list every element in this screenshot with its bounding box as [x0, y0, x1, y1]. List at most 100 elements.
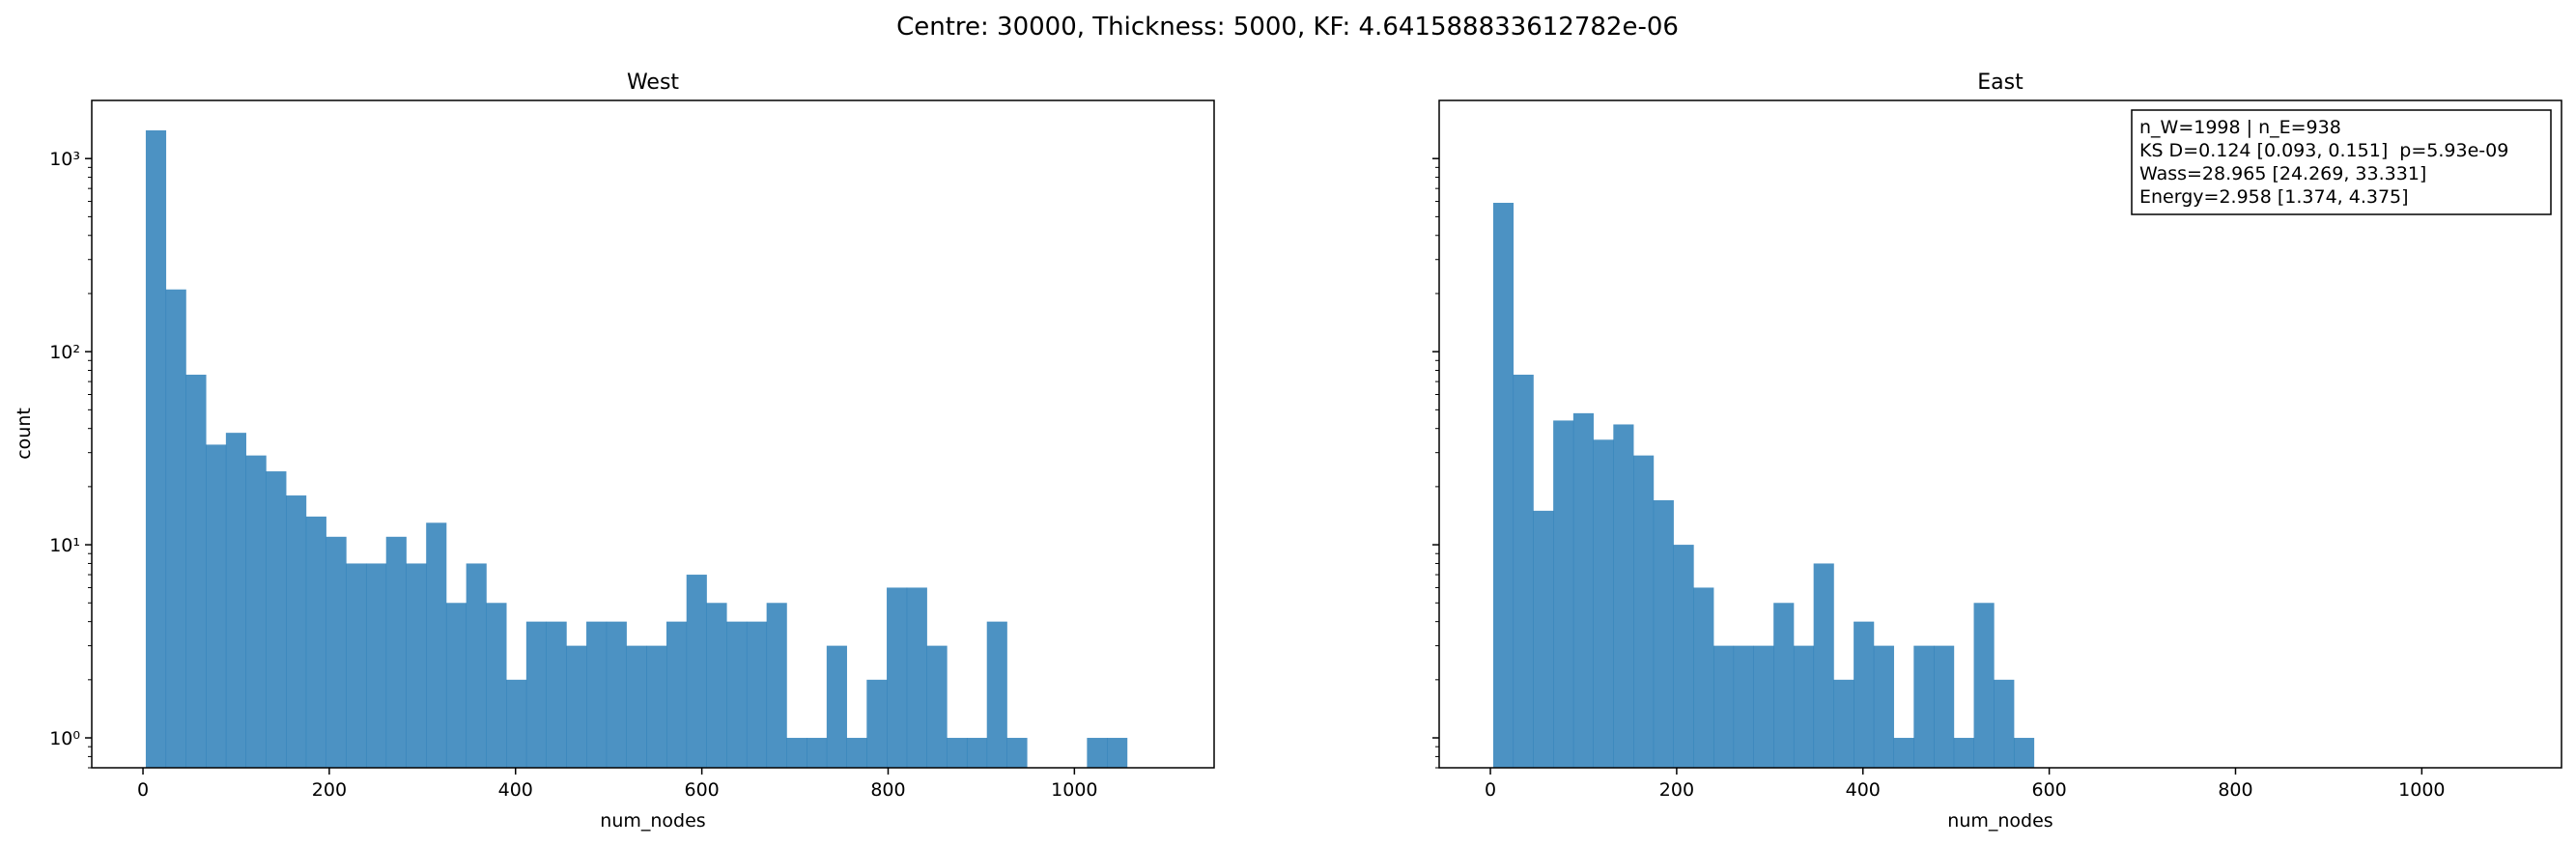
x-tick-label: 800 [2218, 779, 2252, 801]
histogram-bar [1793, 645, 1815, 768]
stats-line: Energy=2.958 [1.374, 4.375] [2139, 186, 2409, 208]
histogram-bar [1994, 679, 2015, 768]
histogram-bar [1006, 738, 1028, 768]
histogram-bar [346, 563, 367, 768]
panel-title: West [627, 70, 679, 95]
histogram-bar [1492, 203, 1514, 768]
stats-line: KS D=0.124 [0.093, 0.151] p=5.93e-09 [2139, 140, 2508, 161]
histogram-bar [1733, 645, 1754, 768]
histogram-bar [266, 471, 287, 768]
histogram-bar [846, 738, 867, 768]
histogram-bar [1653, 500, 1674, 768]
histogram-bar [1107, 738, 1128, 768]
histogram-bar [1953, 738, 1974, 768]
histogram-bar [986, 621, 1007, 768]
histogram-bar [1633, 455, 1655, 768]
y-ticks [1432, 157, 1439, 769]
histogram-bar [887, 587, 908, 768]
histogram-bar [506, 679, 527, 768]
histogram-bar [1934, 645, 1955, 768]
histogram-bar [1533, 510, 1554, 768]
panel-title: East [1977, 70, 2024, 95]
histogram-bar [445, 603, 467, 768]
x-ticks: 0 200 400 600 800 1000 [137, 768, 1098, 801]
histogram-bar [807, 738, 828, 768]
panel-west: West 0 200 400 600 800 1000 10⁰ 10¹ 10² 10³ num_… [14, 70, 1215, 832]
histogram-bar [546, 621, 567, 768]
histogram-bar [1873, 645, 1894, 768]
histogram-bar [947, 738, 968, 768]
histogram-bar [826, 645, 847, 768]
histogram-bar [786, 738, 807, 768]
histogram-bar [1593, 439, 1614, 768]
x-tick-label: 200 [312, 779, 347, 801]
histogram-bar [586, 621, 608, 768]
histogram-bar [326, 536, 347, 768]
histogram-bar [766, 603, 787, 768]
histogram-bar [1813, 563, 1834, 768]
histogram-bar [525, 621, 547, 768]
panel-east: East 0 200 400 600 800 1000 num_nodes n_W=199… [1432, 70, 2562, 832]
histogram-bar [225, 433, 246, 768]
y-tick-label: 10² [49, 342, 80, 363]
x-tick-label: 600 [684, 779, 719, 801]
stats-line: n_W=1998 | n_E=938 [2139, 117, 2341, 138]
x-tick-label: 800 [870, 779, 905, 801]
histogram-bar [926, 645, 948, 768]
histogram-bar [1553, 420, 1574, 768]
x-tick-label: 0 [137, 779, 149, 801]
histogram-bar [2013, 738, 2035, 768]
x-tick-label: 200 [1659, 779, 1694, 801]
y-tick-label: 10¹ [49, 535, 80, 556]
histogram-bar [206, 444, 227, 768]
histogram-bar [185, 374, 207, 768]
histogram-bar [906, 587, 927, 768]
histogram-bar [1753, 645, 1774, 768]
y-axis-label: count [14, 408, 35, 460]
histogram-bar [566, 645, 587, 768]
x-tick-label: 1000 [1051, 779, 1097, 801]
histogram-bar [726, 621, 748, 768]
histogram-bar [706, 603, 727, 768]
y-tick-label: 10⁰ [49, 728, 80, 749]
histogram-bar [466, 563, 487, 768]
histogram-bar [866, 679, 888, 768]
histogram-bar [746, 621, 768, 768]
y-ticks: 10⁰ 10¹ 10² 10³ [49, 149, 92, 769]
x-ticks: 0 200 400 600 800 1000 [1485, 768, 2446, 801]
x-tick-label: 400 [1846, 779, 1881, 801]
histogram-bar [1854, 621, 1875, 768]
histogram-bar [1513, 374, 1534, 768]
histogram-bar [426, 522, 447, 768]
histogram-bar [406, 563, 427, 768]
histogram-bar [1613, 424, 1634, 768]
histogram-bar [165, 289, 186, 768]
histogram-bar [245, 455, 267, 768]
axes-frame [1438, 99, 2562, 769]
histogram-bar [966, 738, 988, 768]
histogram-bar [1693, 587, 1714, 768]
histogram-bar [145, 129, 167, 769]
histogram-bar [1893, 738, 1914, 768]
histogram-bar [1913, 645, 1935, 768]
x-axis-label: num_nodes [600, 810, 705, 832]
bars-west [145, 129, 1128, 769]
bars-east [1492, 203, 2035, 768]
y-tick-label: 10³ [49, 149, 80, 170]
figure-suptitle: Centre: 30000, Thickness: 5000, KF: 4.64… [896, 13, 1679, 42]
histogram-bar [1673, 545, 1694, 768]
histogram-bar [1833, 679, 1854, 768]
histogram-bar [626, 645, 647, 768]
stats-line: Wass=28.965 [24.269, 33.331] [2139, 163, 2426, 184]
histogram-bar [1773, 603, 1795, 768]
histogram-bar [686, 575, 707, 768]
x-tick-label: 600 [2031, 779, 2066, 801]
histogram-bar [486, 603, 507, 768]
histogram-bar [646, 645, 667, 768]
histogram-bar [1572, 412, 1594, 768]
x-tick-label: 1000 [2398, 779, 2445, 801]
histogram-bar [385, 536, 407, 768]
stats-box-frame [2131, 109, 2552, 215]
axes-frame [91, 99, 1215, 769]
